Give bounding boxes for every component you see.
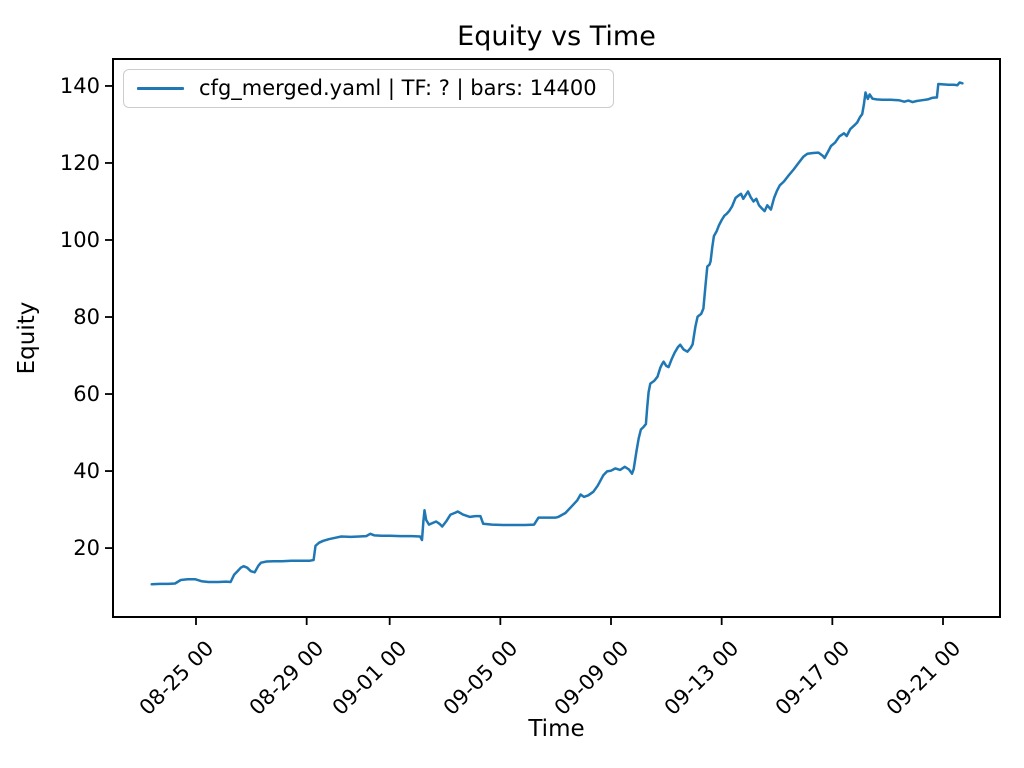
- legend-label: cfg_merged.yaml | TF: ? | bars: 14400: [199, 76, 597, 100]
- axes-frame: [112, 58, 1001, 618]
- x-axis-label: Time: [528, 716, 585, 742]
- y-axis-label-text: Equity: [14, 301, 40, 375]
- chart-title: Equity vs Time: [457, 21, 656, 52]
- y-tick-label: 140: [59, 73, 100, 98]
- y-tick-label: 100: [59, 227, 100, 252]
- y-tick-label: 80: [73, 305, 100, 329]
- y-tick-label: 40: [73, 459, 100, 484]
- axis-tick-marks: [105, 85, 944, 625]
- y-axis-label: Equity: [14, 302, 40, 375]
- legend: cfg_merged.yaml | TF: ? | bars: 14400: [123, 69, 614, 108]
- y-tick-label: 60: [73, 382, 100, 407]
- y-tick-label: 20: [73, 536, 100, 561]
- y-tick-label: 120: [59, 150, 100, 175]
- equity-line: [150, 81, 964, 586]
- legend-line-swatch: [137, 87, 184, 90]
